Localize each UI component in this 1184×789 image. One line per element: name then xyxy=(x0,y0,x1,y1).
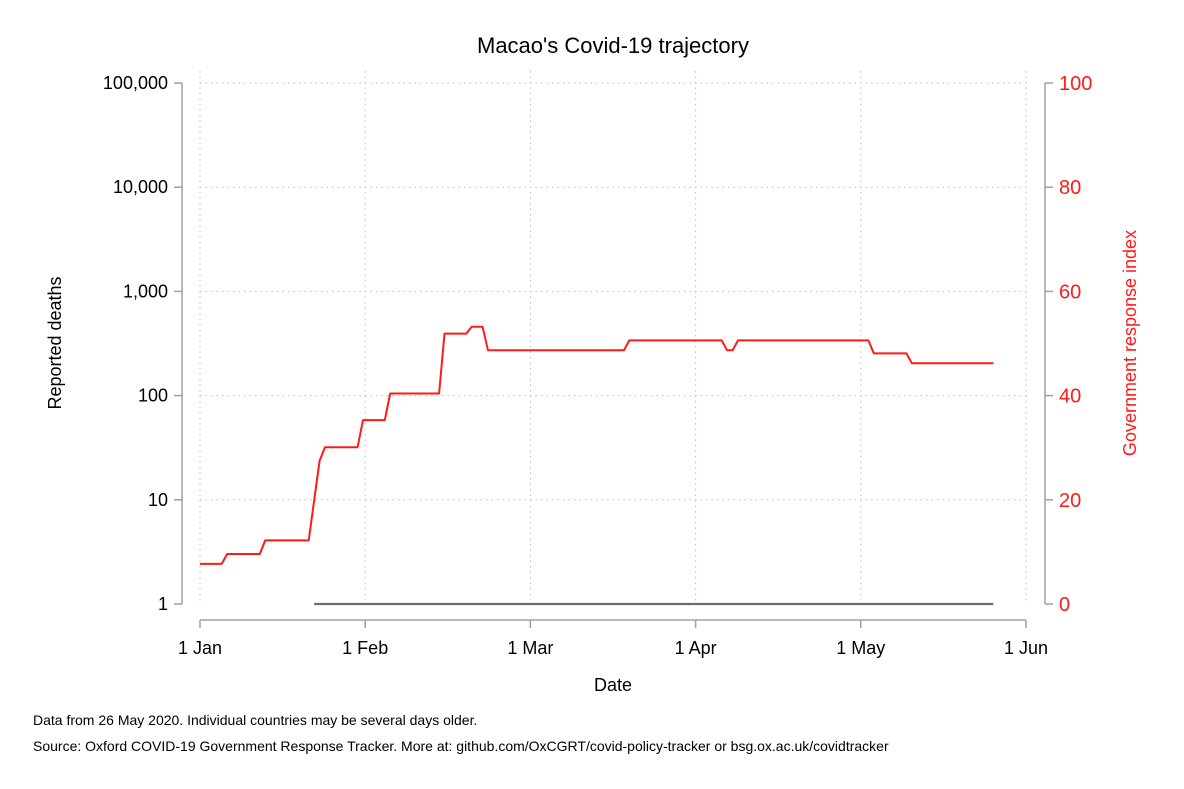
y-right-tick-label: 80 xyxy=(1059,177,1081,199)
y-axis-right-label: Government response index xyxy=(1120,230,1140,456)
y-left-tick-label: 1 xyxy=(158,594,168,614)
y-right-tick-label: 100 xyxy=(1059,73,1092,95)
y-left-tick-label: 100,000 xyxy=(103,73,168,93)
y-left-tick-label: 100 xyxy=(138,386,168,406)
x-tick-label: 1 May xyxy=(836,638,885,658)
data-date-note: Data from 26 May 2020. Individual countr… xyxy=(33,712,478,728)
y-right-tick-label: 60 xyxy=(1059,281,1081,303)
series-lines xyxy=(200,325,994,606)
y-right-tick-label: 40 xyxy=(1059,386,1081,408)
y-right-tick-label: 20 xyxy=(1059,490,1081,512)
y-left-tick-label: 10 xyxy=(148,490,168,510)
source-note: Source: Oxford COVID-19 Government Respo… xyxy=(33,738,889,754)
y-right-tick-label: 0 xyxy=(1059,594,1070,616)
axes: 1 10 100 1,000 10,000 100,000 0 20 40 60 80 100 1 Ja… xyxy=(103,73,1092,658)
y-axis-left-label: Reported deaths xyxy=(45,276,65,409)
x-tick-label: 1 Jun xyxy=(1004,638,1048,658)
government-response-index-line xyxy=(200,325,994,565)
x-axis-label: Date xyxy=(594,675,632,695)
x-tick-label: 1 Apr xyxy=(675,638,717,658)
y-left-tick-label: 10,000 xyxy=(113,177,168,197)
x-tick-label: 1 Feb xyxy=(342,638,388,658)
y-left-tick-label: 1,000 xyxy=(123,281,168,301)
x-tick-label: 1 Mar xyxy=(507,638,553,658)
x-tick-label: 1 Jan xyxy=(178,638,222,658)
grid-lines xyxy=(199,71,1027,604)
chart-title: Macao's Covid-19 trajectory xyxy=(477,33,749,58)
